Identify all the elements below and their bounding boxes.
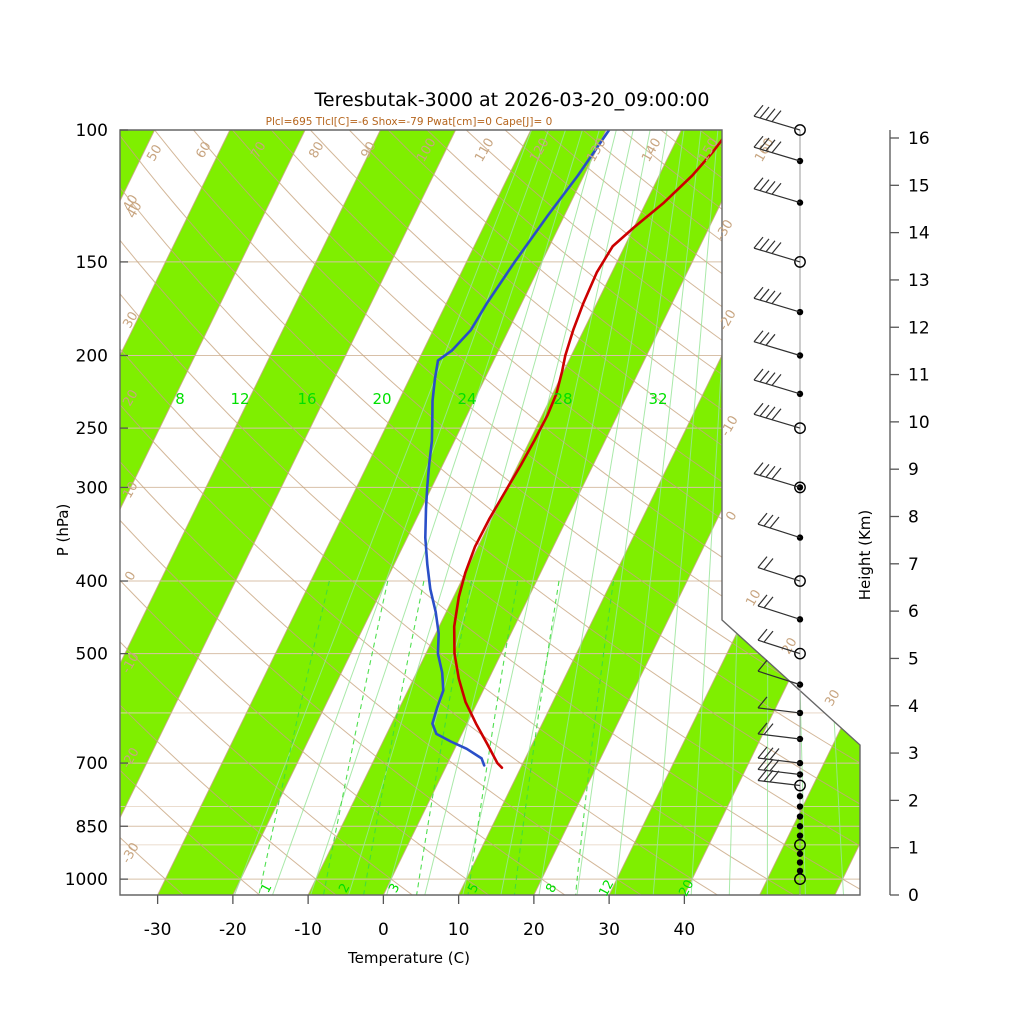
y-axis-title-right: Height (Km) [856, 510, 874, 601]
contour-label: 90 [358, 139, 379, 161]
wind-barb [753, 286, 804, 316]
height-tick-label: 10 [908, 413, 930, 433]
wind-barb [753, 402, 806, 435]
x-axis-tick-label: 20 [523, 920, 545, 940]
contour-label: 8 [175, 390, 185, 408]
x-axis-tick-label: 30 [598, 920, 620, 940]
wind-barb [753, 177, 804, 206]
height-tick-label: 15 [908, 176, 930, 196]
wind-barb [757, 628, 806, 660]
contour-label: 12 [230, 390, 249, 408]
contour-label: 32 [648, 390, 667, 408]
contour-label: 16 [297, 390, 316, 408]
contour-label: 30 [120, 309, 141, 331]
y-axis-tick-label: 300 [76, 478, 108, 498]
wind-barb [753, 236, 806, 268]
height-tick-label: 9 [908, 460, 919, 480]
wind-barb [796, 867, 804, 875]
wind-barb [753, 330, 804, 359]
contour-label: 28 [553, 390, 572, 408]
wind-barb [796, 859, 804, 866]
contour-label: 30 [822, 687, 843, 709]
sounding-dewpoint-curve [424, 130, 611, 767]
wind-barb [757, 594, 804, 623]
y-axis-tick-label: 400 [76, 572, 108, 592]
wind-barb [753, 104, 806, 136]
wind-barb [757, 746, 804, 767]
wind-barb [796, 823, 804, 830]
wind-barb [757, 758, 804, 778]
y-axis-tick-label: 100 [76, 121, 108, 141]
height-tick-label: 13 [908, 271, 930, 291]
y-axis-tick-label: 150 [76, 253, 108, 273]
height-tick-label: 14 [908, 224, 930, 244]
height-tick-label: 2 [908, 791, 919, 811]
wind-barb [757, 722, 804, 743]
contour-label: 10 [120, 479, 141, 501]
y-axis-tick-label: 700 [76, 754, 108, 774]
x-axis-tick-label: 40 [674, 920, 696, 940]
wind-barb [757, 696, 804, 717]
wind-barb [753, 135, 804, 165]
wind-barb [796, 813, 804, 820]
y-axis-tick-label: 500 [76, 645, 108, 665]
y-axis-tick-label: 250 [76, 419, 108, 439]
contour-label: 20 [676, 878, 697, 900]
wind-barb [757, 556, 806, 587]
height-tick-label: 11 [908, 366, 930, 386]
wind-barb [796, 832, 804, 839]
y-axis-title-left: P (hPa) [54, 504, 72, 557]
wind-barb [757, 512, 804, 541]
height-tick-label: 3 [908, 744, 919, 764]
x-axis-tick-label: -30 [144, 920, 172, 940]
y-axis-tick-label: 200 [76, 347, 108, 367]
height-tick-label: 4 [908, 697, 919, 717]
height-tick-label: 7 [908, 555, 919, 575]
contour-label: 60 [193, 139, 214, 161]
x-axis-tick-label: -20 [219, 920, 247, 940]
wind-barb [796, 792, 804, 800]
contour-label: 50 [144, 142, 165, 164]
wind-barb [757, 659, 804, 688]
sounding-temperature-curve [452, 130, 731, 769]
contour-label: 20 [372, 390, 391, 408]
page-title: Teresbutak-3000 at 2026-03-20_09:00:00 [314, 89, 710, 111]
height-tick-label: 5 [908, 649, 919, 669]
x-axis-tick-label: -10 [294, 920, 322, 940]
contour-label: 80 [306, 139, 327, 161]
height-tick-label: 6 [908, 602, 919, 622]
wind-barb [753, 462, 806, 494]
contour-label: 40 [124, 199, 145, 221]
height-tick-label: 1 [908, 839, 919, 859]
wind-barb [796, 850, 804, 857]
wind-barb [794, 838, 806, 851]
wind-barb [753, 368, 804, 398]
wind-barb [796, 803, 804, 810]
wind-barb-panel [753, 104, 806, 895]
height-tick-label: 8 [908, 508, 919, 528]
y-axis-tick-label: 850 [76, 817, 108, 837]
contour-label: 40 [120, 192, 141, 214]
contour-label: 70 [248, 139, 269, 161]
height-tick-label: 16 [908, 129, 930, 149]
contour-label: 20 [120, 387, 141, 409]
contour-label: 24 [457, 390, 476, 408]
y-axis-tick-label: 1000 [65, 870, 108, 890]
height-tick-label: 12 [908, 318, 930, 338]
x-axis-tick-label: 0 [378, 920, 389, 940]
sounding-indices-subtitle: Plcl=695 Tlcl[C]=-6 Shox=-79 Pwat[cm]=0 … [266, 116, 553, 128]
contour-label: 12 [596, 878, 617, 900]
wind-barb [757, 769, 806, 792]
x-axis-title: Temperature (C) [347, 949, 470, 967]
x-axis-tick-label: 10 [448, 920, 470, 940]
height-tick-label: 0 [908, 886, 919, 906]
